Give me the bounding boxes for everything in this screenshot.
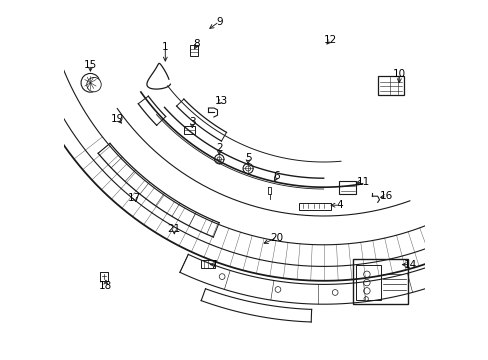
Bar (189, 45, 197, 56)
Bar (183, 126, 194, 134)
Circle shape (243, 163, 253, 174)
Text: 16: 16 (379, 191, 392, 201)
Bar (201, 260, 215, 268)
Text: 12: 12 (324, 35, 337, 45)
Circle shape (245, 166, 250, 171)
Text: 2: 2 (216, 143, 222, 153)
Circle shape (363, 297, 367, 301)
Text: 19: 19 (111, 114, 124, 124)
Text: 18: 18 (99, 281, 112, 291)
Circle shape (363, 279, 369, 286)
Bar (298, 203, 330, 210)
Circle shape (81, 73, 100, 92)
Text: 10: 10 (392, 69, 405, 79)
Circle shape (363, 288, 369, 294)
Text: 13: 13 (214, 96, 227, 106)
Text: 6: 6 (273, 171, 280, 181)
Text: 11: 11 (356, 177, 369, 187)
Circle shape (87, 77, 101, 92)
Circle shape (363, 271, 369, 278)
Text: 5: 5 (244, 153, 251, 163)
Text: 4: 4 (336, 200, 343, 210)
Text: 21: 21 (167, 224, 181, 234)
Text: 15: 15 (83, 60, 97, 70)
Circle shape (443, 266, 449, 272)
Bar (377, 76, 403, 95)
Text: 14: 14 (403, 260, 416, 270)
Circle shape (214, 154, 224, 164)
Bar (355, 265, 381, 300)
Text: 3: 3 (188, 117, 195, 127)
Text: 20: 20 (270, 233, 283, 243)
Circle shape (219, 274, 224, 279)
Circle shape (388, 283, 394, 288)
Circle shape (332, 289, 337, 295)
Bar (339, 181, 356, 194)
Text: 17: 17 (128, 193, 141, 203)
Bar (352, 259, 407, 304)
Text: 7: 7 (210, 260, 217, 270)
Circle shape (275, 287, 280, 292)
Text: 8: 8 (193, 39, 200, 49)
Text: 9: 9 (216, 17, 222, 27)
Text: 1: 1 (162, 42, 168, 52)
Circle shape (217, 157, 221, 161)
